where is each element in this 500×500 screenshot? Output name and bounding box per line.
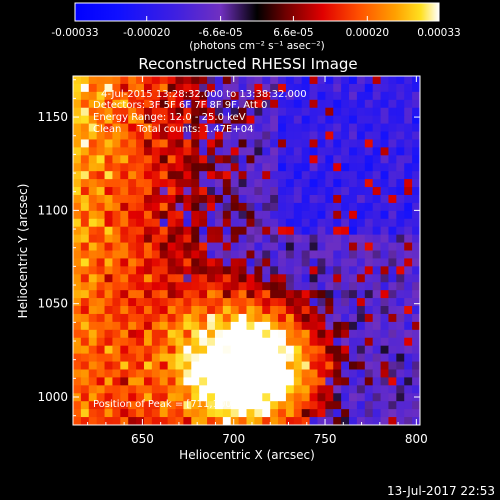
x-tick-label: 800 <box>405 432 428 446</box>
colorbar-tick-label: 6.6e-05 <box>273 27 313 39</box>
colorbar-tick-label: -6.6e-05 <box>199 27 243 39</box>
y-axis-label: Heliocentric Y (arcsec) <box>16 184 30 319</box>
x-tick-label: 650 <box>131 432 154 446</box>
colorbar-tick-label: 0.00020 <box>346 27 389 39</box>
colorbar <box>74 2 440 22</box>
annotation-clean-counts: Clean Total counts: 1.47E+04 <box>93 124 253 135</box>
chart-title: Reconstructed RHESSI Image <box>138 55 357 73</box>
colorbar-tick-label: 0.00033 <box>417 27 460 39</box>
x-tick-label: 700 <box>222 432 245 446</box>
annotation-detectors: Detectors: 3F 5F 6F 7F 8F 9F, Att 0 <box>93 100 267 111</box>
y-tick-label: 1000 <box>37 390 68 404</box>
plot-frame <box>72 75 421 426</box>
colorbar-tick-label: -0.00020 <box>123 27 170 39</box>
annotation-time-range: 4-Jul-2015 13:28:32.000 to 13:38:32.000 <box>101 89 307 100</box>
y-tick-label: 1100 <box>37 203 68 217</box>
axis-ticks: 650 700 750 800 1000 1050 1100 1150 <box>37 76 428 446</box>
x-tick-label: 750 <box>314 432 337 446</box>
colorbar-tick-label: -0.00033 <box>51 27 98 39</box>
y-tick-label: 1150 <box>37 110 68 124</box>
colorbar-ticks: -0.00033 -0.00020 -6.6e-05 6.6e-05 0.00020 0.… <box>51 16 461 39</box>
footer-date: 13-Jul-2017 22:53 <box>387 484 495 498</box>
peak-position-label: Position of Peak = [711,1007] <box>93 399 242 410</box>
y-tick-label: 1050 <box>37 297 68 311</box>
annotation-energy-range: Energy Range: 12.0 - 25.0 keV <box>93 112 246 123</box>
heatmap-image <box>73 76 420 425</box>
colorbar-unit-label: (photons cm⁻² s⁻¹ asec⁻²) <box>189 40 324 52</box>
x-axis-label: Heliocentric X (arcsec) <box>179 448 315 462</box>
